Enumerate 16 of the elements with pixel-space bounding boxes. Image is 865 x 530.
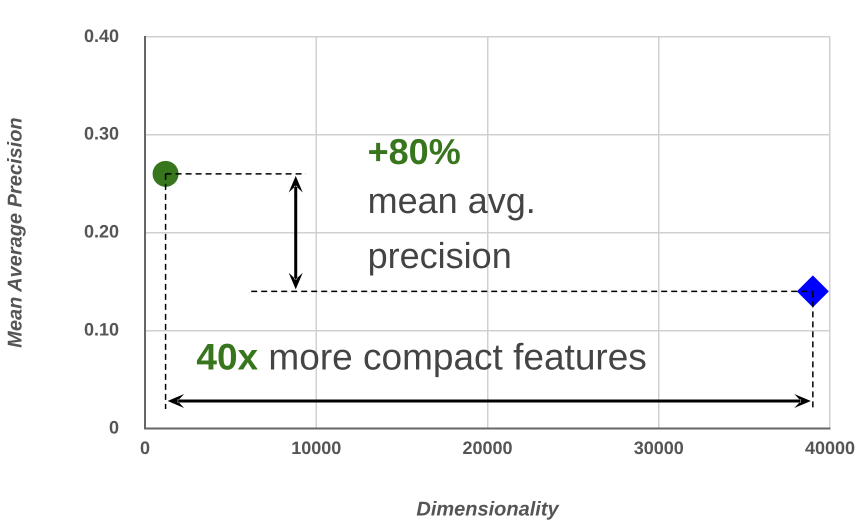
y-tick-label: 0.10 (84, 319, 120, 340)
y-tick-label: 0.30 (84, 124, 120, 144)
y-axis-title: Mean Average Precision (4, 117, 27, 348)
annotation: 40x (196, 336, 259, 378)
annotation: mean avg. precision (368, 180, 536, 276)
x-axis-title: Dimensionality (416, 498, 560, 521)
annotation: more compact features (268, 336, 647, 378)
y-tick-label: 0.40 (84, 26, 120, 46)
y-tick-label: 0.20 (84, 222, 120, 242)
y-tick-label: 0 (109, 417, 120, 438)
annotation: +80% (368, 131, 461, 172)
x-tick-label: 0 (140, 438, 150, 458)
x-tick-label: 20000 (462, 438, 513, 458)
x-tick-label: 40000 (804, 438, 856, 458)
x-tick-label: 30000 (634, 438, 684, 458)
x-tick-label: 10000 (291, 438, 342, 458)
